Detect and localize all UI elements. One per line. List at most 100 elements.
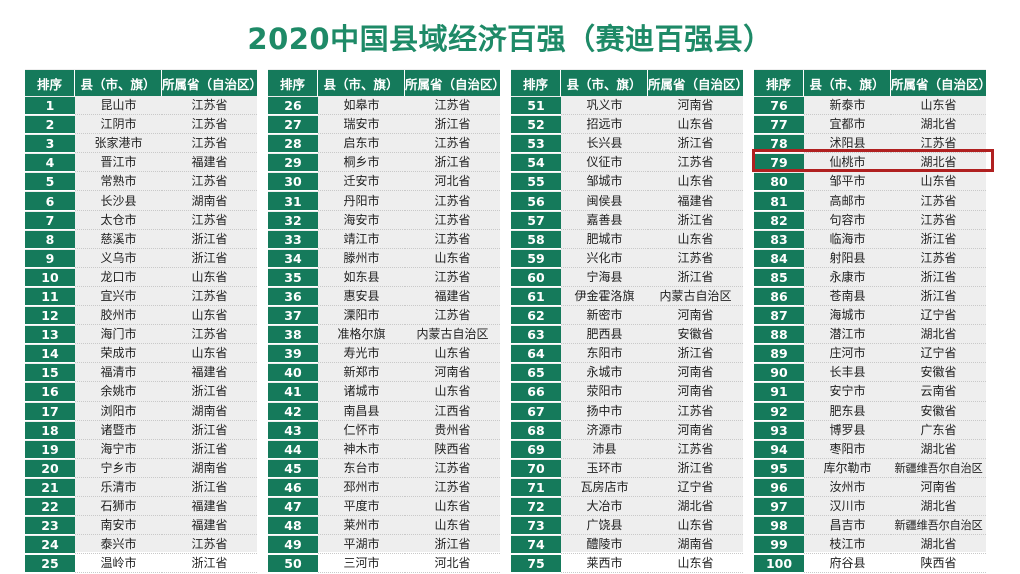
county-cell: 邹平市 <box>804 173 891 192</box>
table-row: 46 邳州市 江苏省 <box>268 478 500 497</box>
county-cell: 嘉善县 <box>561 212 648 230</box>
county-cell: 肥东县 <box>804 403 891 421</box>
table-row: 51 巩义市 河南省 <box>511 97 743 116</box>
table-row: 71 瓦房店市 辽宁省 <box>511 478 743 497</box>
table-row: 82 句容市 江苏省 <box>754 211 986 230</box>
province-cell: 河南省 <box>891 479 986 497</box>
county-cell: 浏阳市 <box>75 403 162 421</box>
table-row: 15 福清市 福建省 <box>25 364 257 383</box>
table-row: 24 泰兴市 江苏省 <box>25 536 257 555</box>
county-cell: 张家港市 <box>75 135 162 154</box>
table-row: 47 平度市 山东省 <box>268 497 500 517</box>
table-row: 99 枝江市 湖北省 <box>754 536 986 555</box>
province-cell: 辽宁省 <box>891 307 986 326</box>
province-cell: 浙江省 <box>405 154 500 173</box>
county-cell: 常熟市 <box>75 173 162 192</box>
rank-cell: 47 <box>268 497 318 517</box>
rank-cell: 38 <box>268 326 318 345</box>
province-cell: 江苏省 <box>891 212 986 230</box>
table-row: 96 汝州市 河南省 <box>754 478 986 497</box>
table-row: 64 东阳市 浙江省 <box>511 345 743 364</box>
province-cell: 山东省 <box>891 173 986 192</box>
table-row: 44 神木市 陕西省 <box>268 440 500 459</box>
table-row: 79 仙桃市 湖北省 <box>754 154 986 173</box>
table-row: 53 长兴县 浙江省 <box>511 135 743 154</box>
county-cell: 库尔勒市 <box>804 460 891 478</box>
province-cell: 福建省 <box>162 498 257 517</box>
table-row: 11 宜兴市 江苏省 <box>25 287 257 307</box>
rank-cell: 54 <box>511 154 561 173</box>
county-cell: 准格尔旗 <box>318 326 405 345</box>
county-cell: 招远市 <box>561 116 648 135</box>
province-cell: 江苏省 <box>405 307 500 326</box>
county-cell: 寿光市 <box>318 345 405 364</box>
rank-cell: 48 <box>268 517 318 536</box>
table-row: 93 博罗县 广东省 <box>754 421 986 440</box>
province-cell: 浙江省 <box>648 269 743 287</box>
rank-cell: 97 <box>754 497 804 517</box>
province-cell: 山东省 <box>648 517 743 536</box>
page-title: 2020中国县域经济百强（赛迪百强县） <box>247 22 773 56</box>
province-cell: 浙江省 <box>162 422 257 440</box>
rank-cell: 10 <box>25 268 75 287</box>
table-row: 34 滕州市 山东省 <box>268 249 500 268</box>
table-row: 37 溧阳市 江苏省 <box>268 307 500 326</box>
rank-cell: 56 <box>511 192 561 211</box>
county-cell: 博罗县 <box>804 422 891 440</box>
province-cell: 河北省 <box>405 555 500 574</box>
rank-cell: 30 <box>268 173 318 192</box>
county-cell: 沭阳县 <box>804 135 891 154</box>
county-cell: 海门市 <box>75 326 162 345</box>
table-row: 55 邹城市 山东省 <box>511 173 743 192</box>
header-province: 所属省（自治区） <box>648 70 743 96</box>
province-cell: 浙江省 <box>162 383 257 402</box>
rank-cell: 78 <box>754 135 804 154</box>
table-row: 45 东台市 江苏省 <box>268 459 500 478</box>
county-cell: 广饶县 <box>561 517 648 536</box>
rank-cell: 15 <box>25 364 75 383</box>
table-row: 87 海城市 辽宁省 <box>754 307 986 326</box>
county-cell: 泰兴市 <box>75 536 162 555</box>
rank-cell: 31 <box>268 192 318 211</box>
province-cell: 江苏省 <box>162 97 257 116</box>
rank-cell: 36 <box>268 287 318 307</box>
province-cell: 湖北省 <box>891 326 986 345</box>
province-cell: 新疆维吾尔自治区 <box>891 517 986 536</box>
rank-cell: 53 <box>511 135 561 154</box>
rank-cell: 46 <box>268 478 318 497</box>
county-cell: 大冶市 <box>561 498 648 517</box>
table-row: 14 荣成市 山东省 <box>25 345 257 364</box>
county-cell: 闽侯县 <box>561 192 648 211</box>
rank-cell: 50 <box>268 555 318 574</box>
table-row: 26 如皋市 江苏省 <box>268 97 500 116</box>
table-row: 91 安宁市 云南省 <box>754 383 986 402</box>
table-row: 31 丹阳市 江苏省 <box>268 192 500 211</box>
county-cell: 玉环市 <box>561 460 648 478</box>
province-cell: 浙江省 <box>405 536 500 555</box>
rank-cell: 57 <box>511 211 561 230</box>
county-cell: 邳州市 <box>318 479 405 497</box>
table-row: 36 惠安县 福建省 <box>268 287 500 307</box>
rank-cell: 90 <box>754 364 804 383</box>
rank-cell: 37 <box>268 307 318 326</box>
table-row: 32 海安市 江苏省 <box>268 211 500 230</box>
county-cell: 伊金霍洛旗 <box>561 288 648 307</box>
table-row: 3 张家港市 江苏省 <box>25 135 257 154</box>
table-row: 63 肥西县 安徽省 <box>511 326 743 345</box>
rank-cell: 67 <box>511 402 561 421</box>
table-row: 94 枣阳市 湖北省 <box>754 440 986 459</box>
county-cell: 仙桃市 <box>804 154 891 173</box>
header-province: 所属省（自治区） <box>405 70 500 96</box>
table-row: 62 新密市 河南省 <box>511 307 743 326</box>
table-row: 29 桐乡市 浙江省 <box>268 154 500 173</box>
county-cell: 南安市 <box>75 517 162 536</box>
county-cell: 新郑市 <box>318 364 405 383</box>
rank-cell: 89 <box>754 345 804 364</box>
county-cell: 温岭市 <box>75 555 162 574</box>
rank-cell: 68 <box>511 421 561 440</box>
province-cell: 浙江省 <box>891 288 986 307</box>
rank-cell: 73 <box>511 517 561 536</box>
province-cell: 湖南省 <box>162 403 257 421</box>
province-cell: 浙江省 <box>891 269 986 287</box>
county-cell: 高邮市 <box>804 192 891 211</box>
